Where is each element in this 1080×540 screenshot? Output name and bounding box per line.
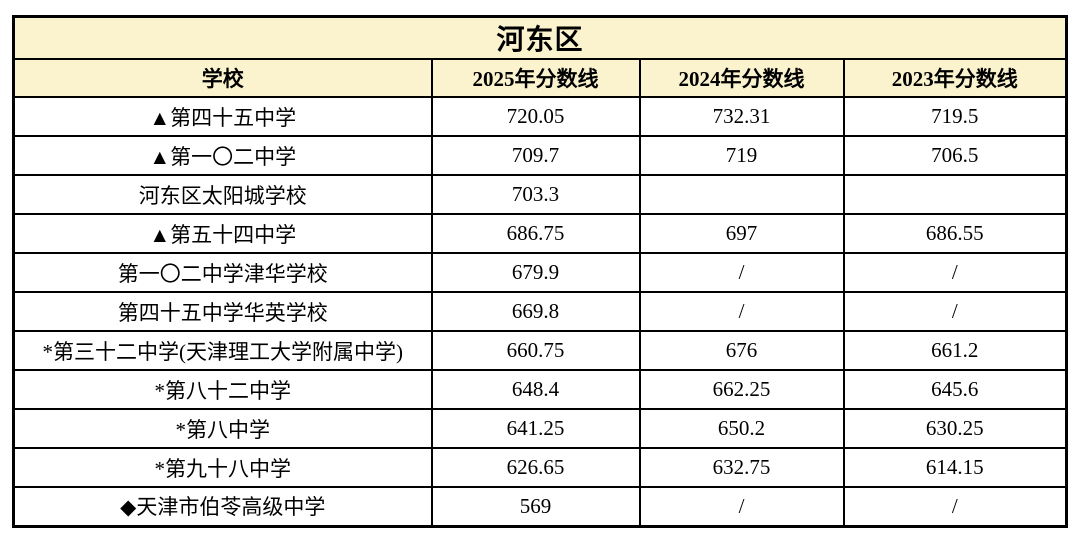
table-title-row: 河东区 bbox=[12, 15, 1068, 60]
school-name-cell: 河东区太阳城学校 bbox=[12, 174, 433, 215]
score-2023-cell: 645.6 bbox=[842, 369, 1068, 410]
table-row: ▲第四十五中学 720.05 732.31 719.5 bbox=[12, 96, 1068, 137]
school-name-cell: 第四十五中学华英学校 bbox=[12, 291, 433, 332]
score-2023-cell: 686.55 bbox=[842, 213, 1068, 254]
table-row: *第三十二中学(天津理工大学附属中学) 660.75 676 661.2 bbox=[12, 330, 1068, 371]
school-name-cell: ▲第五十四中学 bbox=[12, 213, 433, 254]
score-2024-cell: / bbox=[638, 291, 845, 332]
school-name-cell: *第三十二中学(天津理工大学附属中学) bbox=[12, 330, 433, 371]
table-header-row: 学校 2025年分数线 2024年分数线 2023年分数线 bbox=[12, 58, 1068, 98]
score-2024-cell: 662.25 bbox=[638, 369, 845, 410]
score-2023-cell: 719.5 bbox=[842, 96, 1068, 137]
score-2024-cell: 732.31 bbox=[638, 96, 845, 137]
score-2023-cell: / bbox=[842, 486, 1068, 527]
score-2024-cell: 676 bbox=[638, 330, 845, 371]
column-header-2025: 2025年分数线 bbox=[430, 58, 641, 98]
score-2024-cell: 650.2 bbox=[638, 408, 845, 449]
table-row: *第九十八中学 626.65 632.75 614.15 bbox=[12, 447, 1068, 488]
score-2024-cell: 719 bbox=[638, 135, 845, 176]
score-2023-cell: 661.2 bbox=[842, 330, 1068, 371]
score-2023-cell: 706.5 bbox=[842, 135, 1068, 176]
score-2025-cell: 709.7 bbox=[430, 135, 641, 176]
score-2024-cell bbox=[638, 174, 845, 215]
score-2025-cell: 660.75 bbox=[430, 330, 641, 371]
score-table: 河东区 学校 2025年分数线 2024年分数线 2023年分数线 ▲第四十五中学 72… bbox=[12, 15, 1069, 528]
score-2024-cell: 632.75 bbox=[638, 447, 845, 488]
score-2023-cell bbox=[842, 174, 1068, 215]
table-row: *第八中学 641.25 650.2 630.25 bbox=[12, 408, 1068, 449]
score-2025-cell: 669.8 bbox=[430, 291, 641, 332]
column-header-school: 学校 bbox=[12, 58, 433, 98]
school-name-cell: ▲第一〇二中学 bbox=[12, 135, 433, 176]
school-name-cell: *第九十八中学 bbox=[12, 447, 433, 488]
column-header-2023: 2023年分数线 bbox=[842, 58, 1068, 98]
school-name-cell: 第一〇二中学津华学校 bbox=[12, 252, 433, 293]
score-2023-cell: / bbox=[842, 252, 1068, 293]
score-2024-cell: 697 bbox=[638, 213, 845, 254]
table-title: 河东区 bbox=[12, 15, 1068, 60]
score-2025-cell: 720.05 bbox=[430, 96, 641, 137]
table-row: ▲第五十四中学 686.75 697 686.55 bbox=[12, 213, 1068, 254]
school-name-cell: *第八中学 bbox=[12, 408, 433, 449]
column-header-2024: 2024年分数线 bbox=[638, 58, 845, 98]
score-2025-cell: 703.3 bbox=[430, 174, 641, 215]
table-row: ▲第一〇二中学 709.7 719 706.5 bbox=[12, 135, 1068, 176]
table-row: 第四十五中学华英学校 669.8// bbox=[12, 291, 1068, 332]
table-row: *第八十二中学 648.4 662.25 645.6 bbox=[12, 369, 1068, 410]
score-2023-cell: 614.15 bbox=[842, 447, 1068, 488]
score-2023-cell: / bbox=[842, 291, 1068, 332]
score-2025-cell: 686.75 bbox=[430, 213, 641, 254]
school-name-cell: *第八十二中学 bbox=[12, 369, 433, 410]
score-2024-cell: / bbox=[638, 252, 845, 293]
score-2023-cell: 630.25 bbox=[842, 408, 1068, 449]
score-2025-cell: 569 bbox=[430, 486, 641, 527]
score-2025-cell: 648.4 bbox=[430, 369, 641, 410]
school-name-cell: ▲第四十五中学 bbox=[12, 96, 433, 137]
score-2024-cell: / bbox=[638, 486, 845, 527]
score-2025-cell: 679.9 bbox=[430, 252, 641, 293]
score-2025-cell: 641.25 bbox=[430, 408, 641, 449]
score-2025-cell: 626.65 bbox=[430, 447, 641, 488]
table-row: ◆天津市伯苓高级中学 569// bbox=[12, 486, 1068, 527]
school-name-cell: ◆天津市伯苓高级中学 bbox=[12, 486, 433, 527]
table-row: 第一〇二中学津华学校 679.9// bbox=[12, 252, 1068, 293]
table-row: 河东区太阳城学校 703.3 bbox=[12, 174, 1068, 215]
